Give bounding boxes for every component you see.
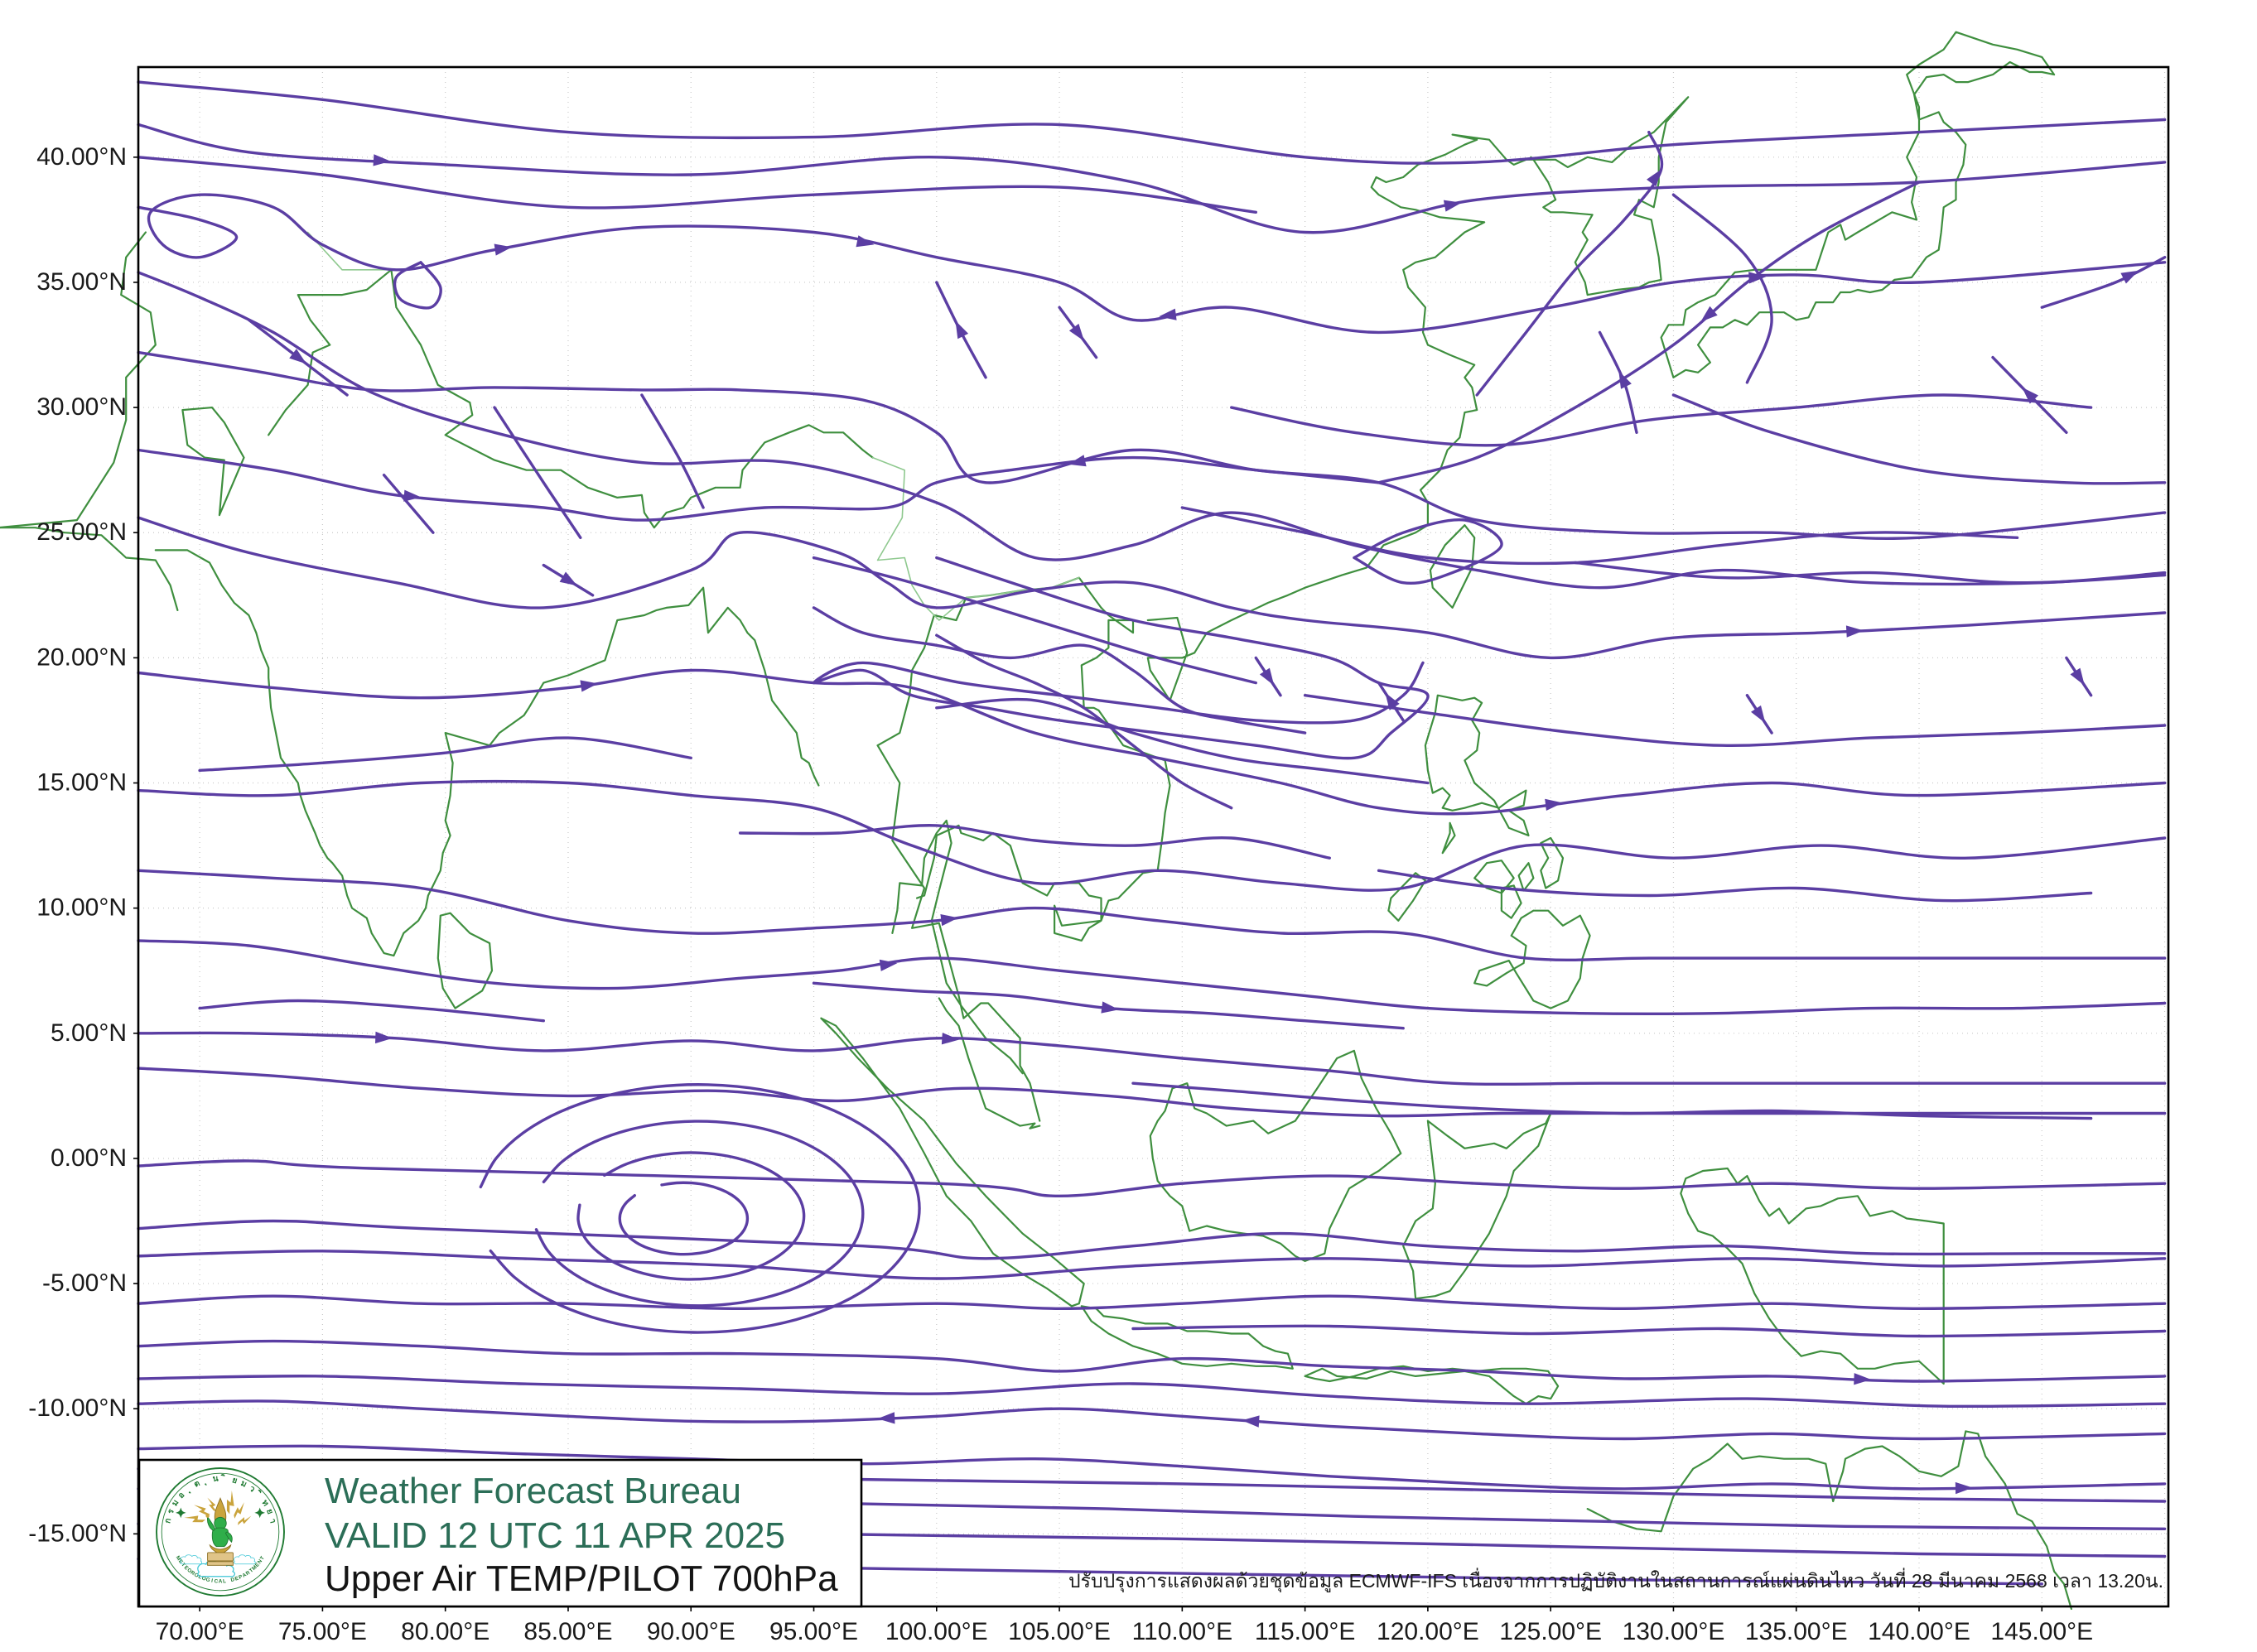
svg-text:85.00°E: 85.00°E: [523, 1618, 612, 1645]
svg-text:0.00°N: 0.00°N: [51, 1144, 127, 1172]
svg-text:L: L: [223, 1578, 227, 1584]
svg-text:75.00°E: 75.00°E: [278, 1618, 367, 1645]
svg-text:80.00°E: 80.00°E: [401, 1618, 489, 1645]
svg-text:Weather Forecast Bureau: Weather Forecast Bureau: [325, 1471, 741, 1511]
svg-text:Upper Air TEMP/PILOT 700hPa: Upper Air TEMP/PILOT 700hPa: [325, 1558, 838, 1599]
svg-text:135.00°E: 135.00°E: [1745, 1618, 1848, 1645]
svg-text:-10.00°N: -10.00°N: [28, 1394, 127, 1422]
svg-text:VALID 12 UTC 11 APR 2025: VALID 12 UTC 11 APR 2025: [325, 1515, 785, 1556]
svg-text:น: น: [212, 1474, 219, 1484]
svg-text:110.00°E: 110.00°E: [1132, 1618, 1233, 1645]
svg-text:105.00°E: 105.00°E: [1008, 1618, 1111, 1645]
svg-text:90.00°E: 90.00°E: [647, 1618, 735, 1645]
svg-text:ปรับปรุงการแสดงผลด้วยชุดข้อมูล: ปรับปรุงการแสดงผลด้วยชุดข้อมูล ECMWF-IFS…: [1068, 1568, 2163, 1592]
svg-text:115.00°E: 115.00°E: [1255, 1618, 1356, 1645]
svg-text:30.00°N: 30.00°N: [36, 393, 127, 421]
svg-text:125.00°E: 125.00°E: [1499, 1618, 1602, 1645]
svg-text:95.00°E: 95.00°E: [769, 1618, 858, 1645]
svg-text:35.00°N: 35.00°N: [36, 268, 127, 296]
svg-text:145.00°E: 145.00°E: [1990, 1618, 2093, 1645]
svg-text:130.00°E: 130.00°E: [1623, 1618, 1725, 1645]
svg-text:100.00°E: 100.00°E: [885, 1618, 988, 1645]
svg-text:140.00°E: 140.00°E: [1868, 1618, 1970, 1645]
svg-text:20.00°N: 20.00°N: [36, 643, 127, 671]
svg-text:-5.00°N: -5.00°N: [42, 1269, 127, 1297]
svg-text:120.00°E: 120.00°E: [1377, 1618, 1479, 1645]
svg-text:25.00°N: 25.00°N: [36, 518, 127, 546]
svg-text:5.00°N: 5.00°N: [51, 1019, 127, 1047]
svg-text:15.00°N: 15.00°N: [36, 769, 127, 797]
svg-text:70.00°E: 70.00°E: [156, 1618, 244, 1645]
svg-text:40.00°N: 40.00°N: [36, 143, 127, 171]
svg-text:10.00°N: 10.00°N: [36, 894, 127, 922]
svg-text:-15.00°N: -15.00°N: [28, 1520, 127, 1547]
